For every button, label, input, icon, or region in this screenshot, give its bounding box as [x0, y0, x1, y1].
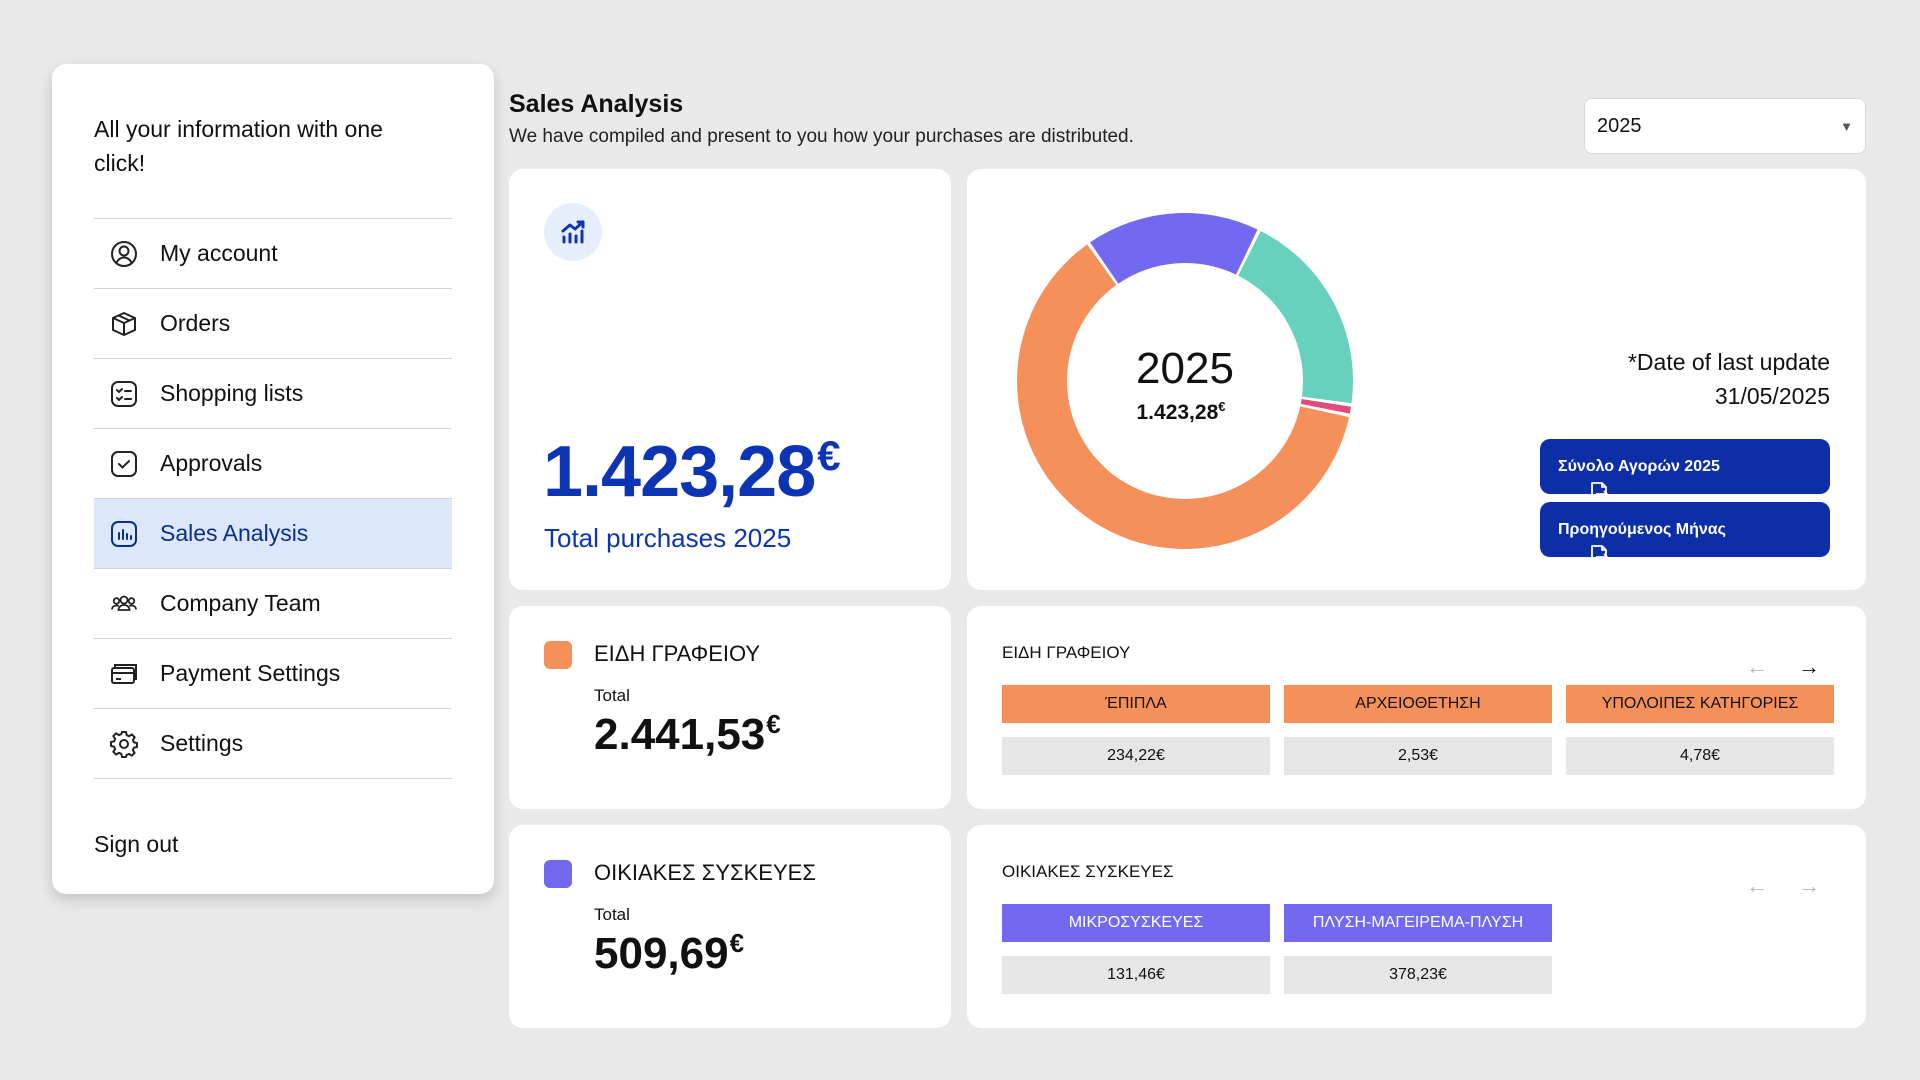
category-color-swatch [544, 641, 572, 669]
category-total-label: Total [594, 905, 630, 924]
breakdown-columns: ΜΙΚΡΟΣΥΣΚΕΥΕΣ 131,46€ ΠΛΥΣΗ-ΜΑΓΕΙΡΕΜΑ-ΠΛ… [1002, 904, 1552, 994]
donut-segment[interactable] [1090, 212, 1258, 284]
subcategory-value: 131,46€ [1002, 956, 1270, 994]
subcategory-header[interactable]: ΠΛΥΣΗ-ΜΑΓΕΙΡΕΜΑ-ΠΛΥΣΗ [1284, 904, 1552, 942]
sidebar-item-approvals[interactable]: Approvals [94, 429, 452, 499]
donut-center-year: 2025 [1136, 344, 1234, 393]
trending-chart-icon [544, 203, 602, 261]
checklist-icon [108, 378, 140, 410]
category-breakdown-card: ΟΙΚΙΑΚΕΣ ΣΥΣΚΕΥΕΣ ← → ΜΙΚΡΟΣΥΣΚΕΥΕΣ 131,… [967, 825, 1866, 1028]
sidebar-item-sales-analysis[interactable]: Sales Analysis [94, 499, 452, 569]
user-circle-icon [108, 238, 140, 270]
gear-icon [108, 728, 140, 760]
breakdown-pager: ← → [1746, 654, 1820, 680]
total-amount: 1.423,28€ [543, 432, 841, 512]
team-icon [108, 588, 140, 620]
sidebar-item-orders[interactable]: Orders [94, 289, 452, 359]
button-label: Σύνολο Αγορών 2025 [1558, 457, 1720, 475]
sidebar-item-company-team[interactable]: Company Team [94, 569, 452, 639]
previous-month-button[interactable]: Προηγούμενος Μήνας [1540, 502, 1830, 567]
sidebar: All your information with one click! My … [52, 64, 494, 894]
category-total-label: Total [594, 686, 630, 705]
box-icon [108, 308, 140, 340]
breakdown-pager: ← → [1746, 873, 1820, 899]
sidebar-item-shopping-lists[interactable]: Shopping lists [94, 359, 452, 429]
donut-chart: 2025 1.423,28€ [1017, 212, 1353, 549]
subcategory-value: 234,22€ [1002, 737, 1270, 775]
subcategory-header[interactable]: ΥΠΟΛΟΙΠΕΣ ΚΑΤΗΓΟΡΙΕΣ [1566, 685, 1834, 723]
category-summary-card: ΕΙΔΗ ΓΡΑΦΕΙΟΥ Total 2.441,53€ [509, 606, 951, 809]
sidebar-item-settings[interactable]: Settings [94, 709, 452, 779]
sidebar-item-label: Shopping lists [160, 380, 304, 406]
sidebar-item-label: Company Team [160, 590, 321, 616]
arrow-left-icon[interactable]: ← [1746, 873, 1768, 898]
sidebar-item-label: Payment Settings [160, 660, 341, 686]
subcategory-column: ΥΠΟΛΟΙΠΕΣ ΚΑΤΗΓΟΡΙΕΣ 4,78€ [1566, 685, 1834, 775]
total-purchases-2025-button[interactable]: Σύνολο Αγορών 2025 [1540, 439, 1830, 504]
last-update-note: *Date of last update 31/05/2025 [1628, 345, 1830, 413]
last-update-label: *Date of last update [1627, 349, 1830, 375]
breakdown-title: ΟΙΚΙΑΚΕΣ ΣΥΣΚΕΥΕΣ [1002, 862, 1174, 881]
sidebar-item-label: Approvals [160, 450, 263, 476]
arrow-right-icon[interactable]: → [1798, 654, 1820, 679]
last-update-date: 31/05/2025 [1714, 383, 1830, 409]
total-purchases-card: 1.423,28€ Total purchases 2025 [509, 169, 951, 590]
button-label: Προηγούμενος Μήνας [1558, 520, 1726, 538]
subcategory-header[interactable]: ΜΙΚΡΟΣΥΣΚΕΥΕΣ [1002, 904, 1270, 942]
total-purchases-label: Total purchases 2025 [544, 523, 792, 553]
category-breakdown-card: ΕΙΔΗ ΓΡΑΦΕΙΟΥ ← → ΈΠΙΠΛΑ 234,22€ ΑΡΧΕΙΟΘ… [967, 606, 1866, 809]
year-select[interactable]: 2025 ▼ [1584, 98, 1866, 154]
subcategory-header[interactable]: ΈΠΙΠΛΑ [1002, 685, 1270, 723]
sidebar-item-label: Sales Analysis [160, 520, 309, 546]
category-summary-card: ΟΙΚΙΑΚΕΣ ΣΥΣΚΕΥΕΣ Total 509,69€ [509, 825, 951, 1028]
subcategory-value: 2,53€ [1284, 737, 1552, 775]
subcategory-value: 378,23€ [1284, 956, 1552, 994]
chevron-down-icon: ▼ [1840, 118, 1853, 134]
year-select-value: 2025 [1597, 114, 1642, 137]
subcategory-column: ΑΡΧΕΙΟΘΕΤΗΣΗ 2,53€ [1284, 685, 1552, 775]
sidebar-item-my-account[interactable]: My account [94, 219, 452, 289]
subcategory-column: ΈΠΙΠΛΑ 234,22€ [1002, 685, 1270, 775]
sidebar-item-label: My account [160, 240, 278, 266]
arrow-left-icon[interactable]: ← [1746, 654, 1768, 679]
sidebar-menu: My account Orders Shopping lists Approva… [94, 218, 452, 779]
category-total-amount: 509,69€ [594, 928, 745, 978]
sidebar-item-label: Orders [160, 310, 231, 336]
breakdown-title: ΕΙΔΗ ΓΡΑΦΕΙΟΥ [1002, 643, 1131, 662]
category-total-amount: 2.441,53€ [594, 709, 781, 759]
subcategory-value: 4,78€ [1566, 737, 1834, 775]
donut-segment[interactable] [1017, 244, 1350, 549]
donut-chart-card: 2025 1.423,28€ *Date of last update 31/0… [967, 169, 1866, 590]
credit-card-icon [108, 658, 140, 690]
page-subtitle: We have compiled and present to you how … [509, 126, 1134, 147]
sidebar-item-label: Settings [160, 730, 244, 756]
check-square-icon [108, 448, 140, 480]
bar-chart-icon [108, 518, 140, 550]
sidebar-item-payment-settings[interactable]: Payment Settings [94, 639, 452, 709]
donut-segment[interactable] [1300, 399, 1352, 414]
category-name: ΟΙΚΙΑΚΕΣ ΣΥΣΚΕΥΕΣ [594, 860, 816, 885]
donut-center-amount: 1.423,28€ [1137, 399, 1226, 424]
donut-segment[interactable] [1238, 231, 1353, 404]
subcategory-column: ΜΙΚΡΟΣΥΣΚΕΥΕΣ 131,46€ [1002, 904, 1270, 994]
page-title: Sales Analysis [509, 90, 684, 118]
breakdown-columns: ΈΠΙΠΛΑ 234,22€ ΑΡΧΕΙΟΘΕΤΗΣΗ 2,53€ ΥΠΟΛΟΙ… [1002, 685, 1834, 775]
subcategory-column: ΠΛΥΣΗ-ΜΑΓΕΙΡΕΜΑ-ΠΛΥΣΗ 378,23€ [1284, 904, 1552, 994]
category-color-swatch [544, 860, 572, 888]
sign-out-link[interactable]: Sign out [94, 831, 179, 857]
arrow-right-icon[interactable]: → [1798, 873, 1820, 898]
currency-symbol: € [817, 432, 840, 479]
category-name: ΕΙΔΗ ΓΡΑΦΕΙΟΥ [594, 641, 761, 666]
subcategory-header[interactable]: ΑΡΧΕΙΟΘΕΤΗΣΗ [1284, 685, 1552, 723]
sidebar-tagline: All your information with one click! [94, 116, 383, 176]
